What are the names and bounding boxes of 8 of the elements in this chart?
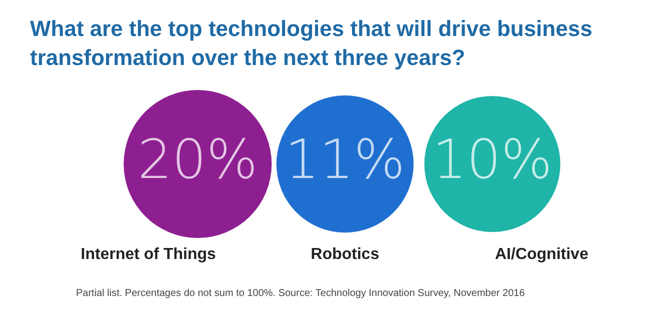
- category-label: AI/Cognitive: [494, 246, 590, 264]
- data-label: 20%: [138, 128, 258, 192]
- category-label: Internet of Things: [80, 246, 217, 264]
- category-label: Robotics: [310, 246, 380, 264]
- text: What are the top technologies that will drive business transformation over the next three years?: [30, 15, 594, 72]
- data-label: 11%: [284, 128, 406, 192]
- text: Partial list. Percentages do not sum to 100%. Source: Technology Innovation Survey, November 2016: [76, 288, 525, 299]
- data-label: 10%: [432, 128, 552, 192]
